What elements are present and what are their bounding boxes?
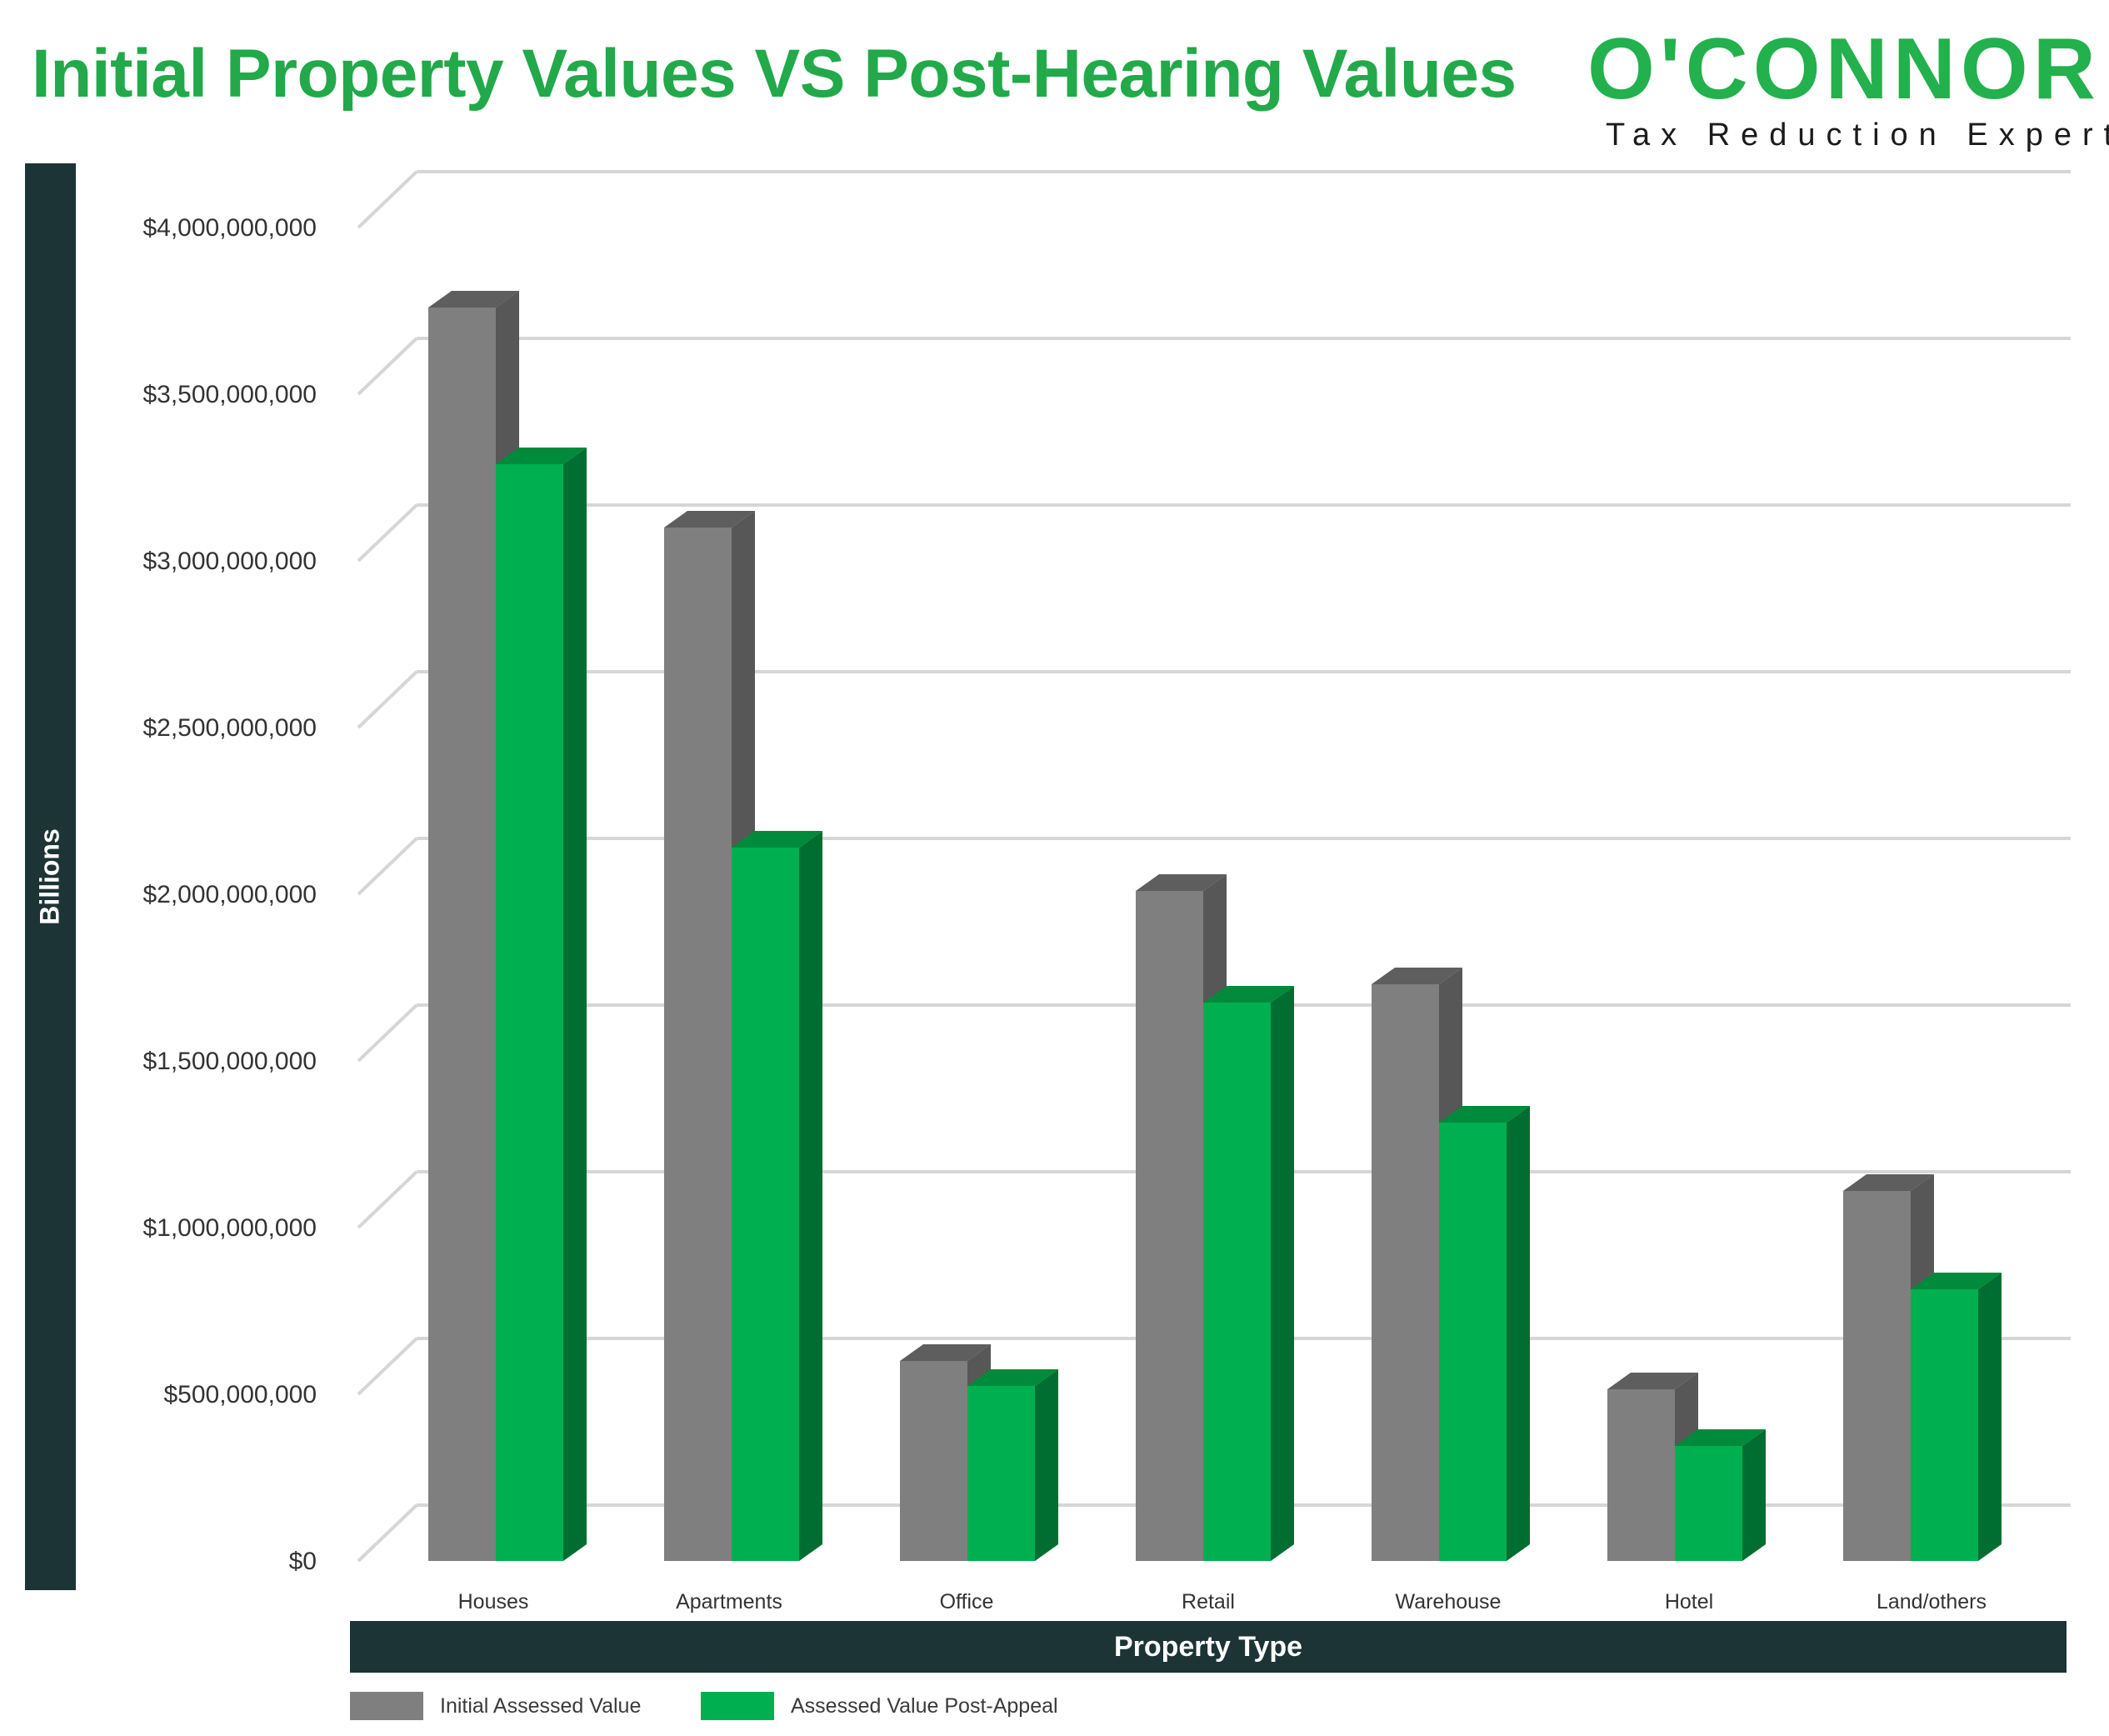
- legend-swatch-post-appeal: [701, 1692, 774, 1720]
- x-tick-label: Retail: [1182, 1590, 1235, 1613]
- bar-post-appeal-warehouse: [1439, 1106, 1530, 1561]
- bar-front: [967, 1386, 1035, 1561]
- y-tick-label: $1,000,000,000: [142, 1214, 317, 1242]
- bar-top: [1136, 874, 1227, 891]
- bar-front: [1372, 984, 1439, 1561]
- bar-post-appeal-apartments: [732, 831, 822, 1561]
- bar-front: [1675, 1446, 1742, 1561]
- bar-front: [1136, 891, 1203, 1561]
- legend-label-post-appeal: Assessed Value Post-Appeal: [791, 1694, 1058, 1718]
- bar-front: [1607, 1389, 1675, 1561]
- legend-label-initial: Initial Assessed Value: [440, 1694, 642, 1718]
- bar-front: [1843, 1191, 1911, 1561]
- bar-front: [1203, 1003, 1271, 1561]
- gridline-diagonal: [357, 837, 418, 896]
- bar-front: [900, 1361, 967, 1561]
- y-tick-label: $2,000,000,000: [142, 881, 317, 908]
- logo-wordmark: O'CONNOR: [1587, 21, 2101, 118]
- bar-side: [1742, 1429, 1766, 1561]
- gridline-diagonal: [357, 1337, 418, 1396]
- bar-side: [1978, 1273, 2002, 1561]
- bar-side: [563, 448, 587, 1561]
- bar-top: [1439, 1106, 1530, 1123]
- bar-front: [664, 528, 732, 1561]
- bar-side: [1271, 986, 1294, 1561]
- bar-top: [732, 831, 822, 848]
- bar-top: [1911, 1273, 2002, 1289]
- bar-front: [428, 308, 496, 1561]
- gridline-diagonal: [357, 503, 418, 563]
- gridline-diagonal: [357, 1170, 418, 1229]
- gridline-diagonal: [357, 1003, 418, 1063]
- bar-side: [1507, 1106, 1530, 1561]
- bar-top: [428, 291, 519, 308]
- x-axis-label-bar: Property Type: [350, 1621, 2067, 1673]
- bar-top: [1843, 1174, 1934, 1191]
- y-axis-label-bar: [25, 163, 76, 1590]
- gridline-diagonal: [357, 1503, 418, 1563]
- bar-post-appeal-land-others: [1911, 1273, 2002, 1561]
- y-tick-labels: $0 $500,000,000 $1,000,000,000 $1,500,000,0…: [142, 214, 317, 1575]
- gridline-diagonal: [357, 337, 418, 396]
- bar-top: [664, 511, 755, 528]
- gridline-diagonal: [357, 670, 418, 729]
- bar-side: [799, 831, 822, 1561]
- bar-front: [1439, 1123, 1507, 1561]
- logo-tagline: Tax Reduction Experts: [1606, 118, 2109, 153]
- bar-post-appeal-office: [967, 1369, 1058, 1561]
- bar-front: [732, 848, 799, 1561]
- gridline-diagonal: [357, 170, 418, 229]
- bar-post-appeal-retail: [1203, 986, 1294, 1561]
- bar-top: [1607, 1373, 1698, 1389]
- company-logo: O'CONNOR Tax Reduction Experts: [1587, 21, 2109, 152]
- bars: [428, 291, 2002, 1561]
- bar-post-appeal-houses: [496, 448, 587, 1561]
- chart-title: Initial Property Values VS Post-Hearing …: [32, 36, 1517, 112]
- x-category-labels: Houses Apartments Office Retail Warehouse Hot…: [458, 1590, 1987, 1613]
- bar-top: [1675, 1429, 1766, 1446]
- x-tick-label: Warehouse: [1396, 1590, 1502, 1613]
- y-tick-label: $1,500,000,000: [142, 1048, 317, 1075]
- y-tick-label: $3,500,000,000: [142, 381, 317, 408]
- x-tick-label: Land/others: [1877, 1590, 1987, 1613]
- bar-side: [1035, 1369, 1058, 1561]
- bar-top: [1203, 986, 1294, 1003]
- bar-top: [900, 1344, 991, 1361]
- x-tick-label: Office: [940, 1590, 994, 1613]
- y-tick-label: $2,500,000,000: [142, 714, 317, 742]
- x-tick-label: Apartments: [676, 1590, 782, 1613]
- y-tick-label: $500,000,000: [163, 1381, 317, 1408]
- x-tick-label: Hotel: [1665, 1590, 1713, 1613]
- x-tick-label: Houses: [458, 1590, 529, 1613]
- bar-top: [496, 448, 587, 464]
- bar-front: [496, 464, 563, 1561]
- y-tick-label: $0: [289, 1548, 317, 1575]
- bar-top: [967, 1369, 1058, 1386]
- bar-post-appeal-hotel: [1675, 1429, 1766, 1561]
- bar-front: [1911, 1289, 1978, 1561]
- bar-top: [1372, 968, 1462, 984]
- legend-swatch-initial: [350, 1692, 423, 1720]
- y-tick-label: $3,000,000,000: [142, 548, 317, 575]
- y-tick-label: $4,000,000,000: [142, 214, 317, 242]
